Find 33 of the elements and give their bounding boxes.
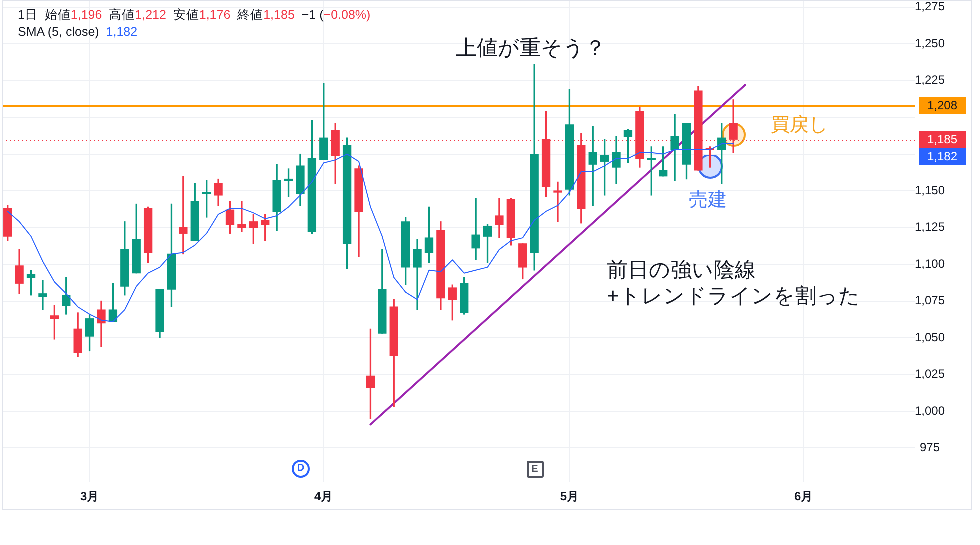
candlestick [38, 280, 48, 310]
annotation: 売建 [689, 190, 727, 213]
y-tick-label: 975 [920, 440, 940, 455]
x-tick-label: 5月 [560, 490, 580, 504]
annotation: D [292, 460, 310, 478]
text: SMA (5, close) 1,182 [18, 25, 138, 40]
x-tick-label: 4月 [314, 490, 334, 504]
candlestick [179, 176, 188, 255]
ref-line-label: 1,208 [927, 98, 958, 113]
y-tick-label: 1,275 [915, 0, 946, 14]
y-tick-label: 1,050 [915, 330, 946, 344]
x-tick-label: 6月 [794, 490, 814, 504]
y-tick-label: 1,225 [915, 73, 946, 88]
y-tick-label: 1,000 [915, 404, 946, 418]
y-tick-label: 1,075 [915, 294, 946, 308]
y-tick-label: 1,025 [915, 367, 946, 382]
candlestick [472, 198, 480, 260]
candlestick [495, 198, 504, 238]
annotation: E [526, 460, 544, 478]
text: 1,182 [927, 149, 958, 164]
candlestick [670, 114, 680, 182]
annotation: 前日の強い陰線 +トレンドラインを割った [607, 258, 860, 310]
annotation: 上値が重そう？ [456, 36, 606, 62]
x-tick-label: 3月 [80, 490, 100, 504]
candlestick [554, 182, 562, 222]
y-tick-label: 1,150 [915, 183, 946, 198]
candlestick [238, 200, 246, 233]
y-tick-label: 1,100 [915, 256, 946, 271]
ref-line-label: 1,185 [927, 132, 958, 146]
annotation: 買戻し [771, 115, 828, 138]
y-tick-label: 1,125 [915, 220, 946, 234]
chart-title: 1日 始値1,196 高値1,212 安値1,176 終値1,185 −1 (−0.08%) [18, 8, 371, 22]
y-tick-label: 1,250 [915, 36, 946, 50]
